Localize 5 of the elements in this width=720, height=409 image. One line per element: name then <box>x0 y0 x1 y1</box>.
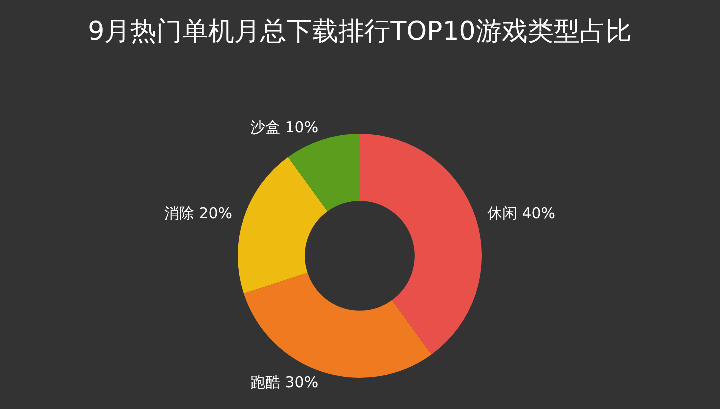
chart-title: 9月热门单机月总下载排行TOP10游戏类型占比 <box>87 16 633 49</box>
slice-label: 跑酷 30% <box>250 373 319 392</box>
slice-label: 沙盒 10% <box>250 118 319 136</box>
slice-label: 消除 20% <box>164 204 233 222</box>
slice-label: 休闲 40% <box>487 204 556 222</box>
